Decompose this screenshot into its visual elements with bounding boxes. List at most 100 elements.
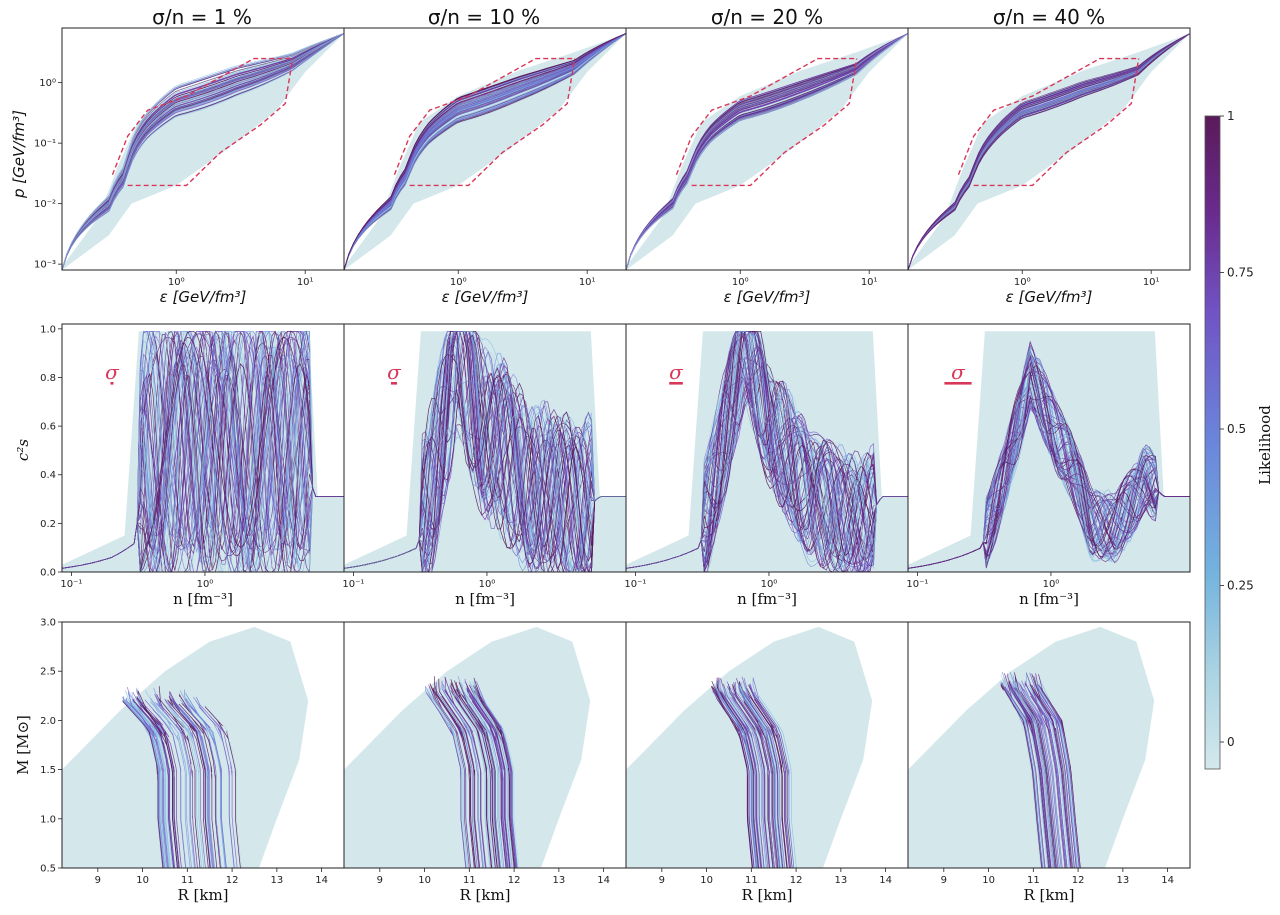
sample-curve	[908, 33, 1190, 270]
sample-curve	[755, 697, 793, 868]
sample-curve	[1031, 686, 1072, 868]
x-tick-label: 10¹	[297, 277, 314, 288]
panel-r1-c4: 10⁰ 10¹ ε [GeV/fm³]	[907, 27, 1191, 306]
sample-curve	[1031, 673, 1073, 868]
x-tick-label: 10¹	[861, 277, 878, 288]
sample-curve	[738, 682, 780, 868]
bound-lower-dashed	[973, 58, 1140, 187]
sample-curve	[344, 33, 626, 270]
x-tick-label: 13	[1116, 875, 1129, 886]
prior-band	[626, 33, 908, 270]
x-axis-label: R [km]	[1023, 886, 1074, 904]
sample-curve	[474, 686, 517, 868]
sample-curve	[344, 33, 626, 270]
sample-curve	[908, 33, 1190, 270]
x-tick-label: 13	[552, 875, 565, 886]
sample-curve	[162, 702, 203, 868]
column-title-1: σ/n = 1 %	[152, 5, 252, 29]
sample-curve	[462, 690, 505, 868]
plot-area	[626, 626, 873, 868]
sigma-bar	[110, 382, 114, 385]
sample-curve	[150, 701, 191, 868]
sample-curve	[472, 695, 511, 868]
column-title-3: σ/n = 20 %	[711, 5, 823, 29]
sample-curve	[122, 701, 164, 868]
sample-curve	[735, 681, 777, 868]
sample-curve	[458, 682, 501, 868]
sample-curve	[908, 33, 1190, 270]
sample-curve	[344, 33, 626, 270]
x-tick-label: 10	[700, 875, 713, 886]
sample-curve	[908, 33, 1190, 270]
plot-area	[908, 33, 1190, 270]
x-axis-label: n [fm⁻³]	[455, 590, 515, 608]
sample-curve	[141, 701, 182, 868]
y-tick-label: 0.5	[40, 864, 56, 875]
x-tick-label: 10⁰	[168, 277, 185, 288]
x-axis-label: R [km]	[177, 886, 228, 904]
sample-curve	[150, 694, 192, 868]
plot-area	[62, 626, 309, 868]
x-tick-label: 10⁰	[1043, 579, 1060, 590]
sample-curve	[461, 682, 503, 868]
sample-curve	[62, 33, 344, 270]
sample-curve	[1024, 680, 1067, 868]
sample-curve	[344, 33, 626, 270]
sample-curve	[153, 687, 195, 868]
panel-frame	[907, 27, 1191, 271]
sample-curve	[442, 683, 484, 868]
sample-curve	[62, 331, 344, 569]
sample-curve	[718, 693, 759, 868]
sample-curve	[456, 688, 498, 868]
plot-area	[344, 33, 626, 270]
x-tick-label: 10¹	[579, 277, 596, 288]
sample-curve	[742, 681, 785, 868]
bound-upper-dashed	[111, 57, 293, 176]
sample-curve	[1030, 695, 1066, 868]
sample-curve	[1028, 685, 1070, 868]
sample-curve	[1001, 682, 1043, 868]
bound-upper-dashed	[957, 57, 1139, 176]
bound-upper-dashed	[675, 57, 857, 176]
sample-curve	[717, 677, 760, 868]
sample-curve	[1009, 689, 1048, 868]
sample-curve	[1014, 672, 1056, 868]
panel-frame	[907, 323, 1191, 573]
colorbar-tick-label: 1	[1227, 109, 1235, 123]
sample-curve	[626, 33, 908, 270]
x-tick-label: 10⁰	[732, 277, 749, 288]
y-tick-label: 0.4	[40, 470, 56, 481]
sample-curve	[463, 696, 501, 868]
sample-curve	[723, 683, 765, 868]
y-tick-label: 3.0	[40, 618, 56, 629]
sample-curve	[453, 693, 494, 868]
sample-curve	[450, 682, 493, 868]
sample-curve	[476, 681, 518, 868]
panel-grid: 10⁰ 10¹ ε [GeV/fm³] 10⁻³ 10⁻² 10⁻¹ 10⁰ 10⁰ 10¹ ε …	[34, 27, 1191, 904]
y-tick-label: 1.0	[40, 324, 56, 335]
y-tick-label: 2.5	[40, 667, 56, 678]
x-tick-label: 9	[941, 875, 947, 886]
sample-curve	[172, 700, 215, 868]
plot-area	[626, 330, 908, 572]
sigma-label: σ	[387, 360, 402, 384]
sample-curve	[626, 33, 908, 270]
x-tick-label: 14	[1161, 875, 1174, 886]
y-tick-label: 10⁰	[39, 78, 56, 89]
sample-curve	[436, 682, 478, 868]
sample-curve	[170, 698, 213, 868]
sample-curve	[720, 691, 762, 868]
x-axis-label: n [fm⁻³]	[1019, 590, 1079, 608]
x-tick-label: 9	[377, 875, 383, 886]
sample-curve	[1030, 684, 1072, 868]
plot-area	[908, 331, 1190, 572]
x-axis-label: ε [GeV/fm³]	[442, 288, 529, 306]
x-tick-label: 9	[659, 875, 665, 886]
sample-curve	[198, 706, 235, 868]
sample-curve	[739, 689, 781, 868]
sigma-bar	[390, 382, 398, 385]
sample-curve	[626, 33, 908, 270]
colorbar-tick-label: 0	[1227, 735, 1235, 749]
